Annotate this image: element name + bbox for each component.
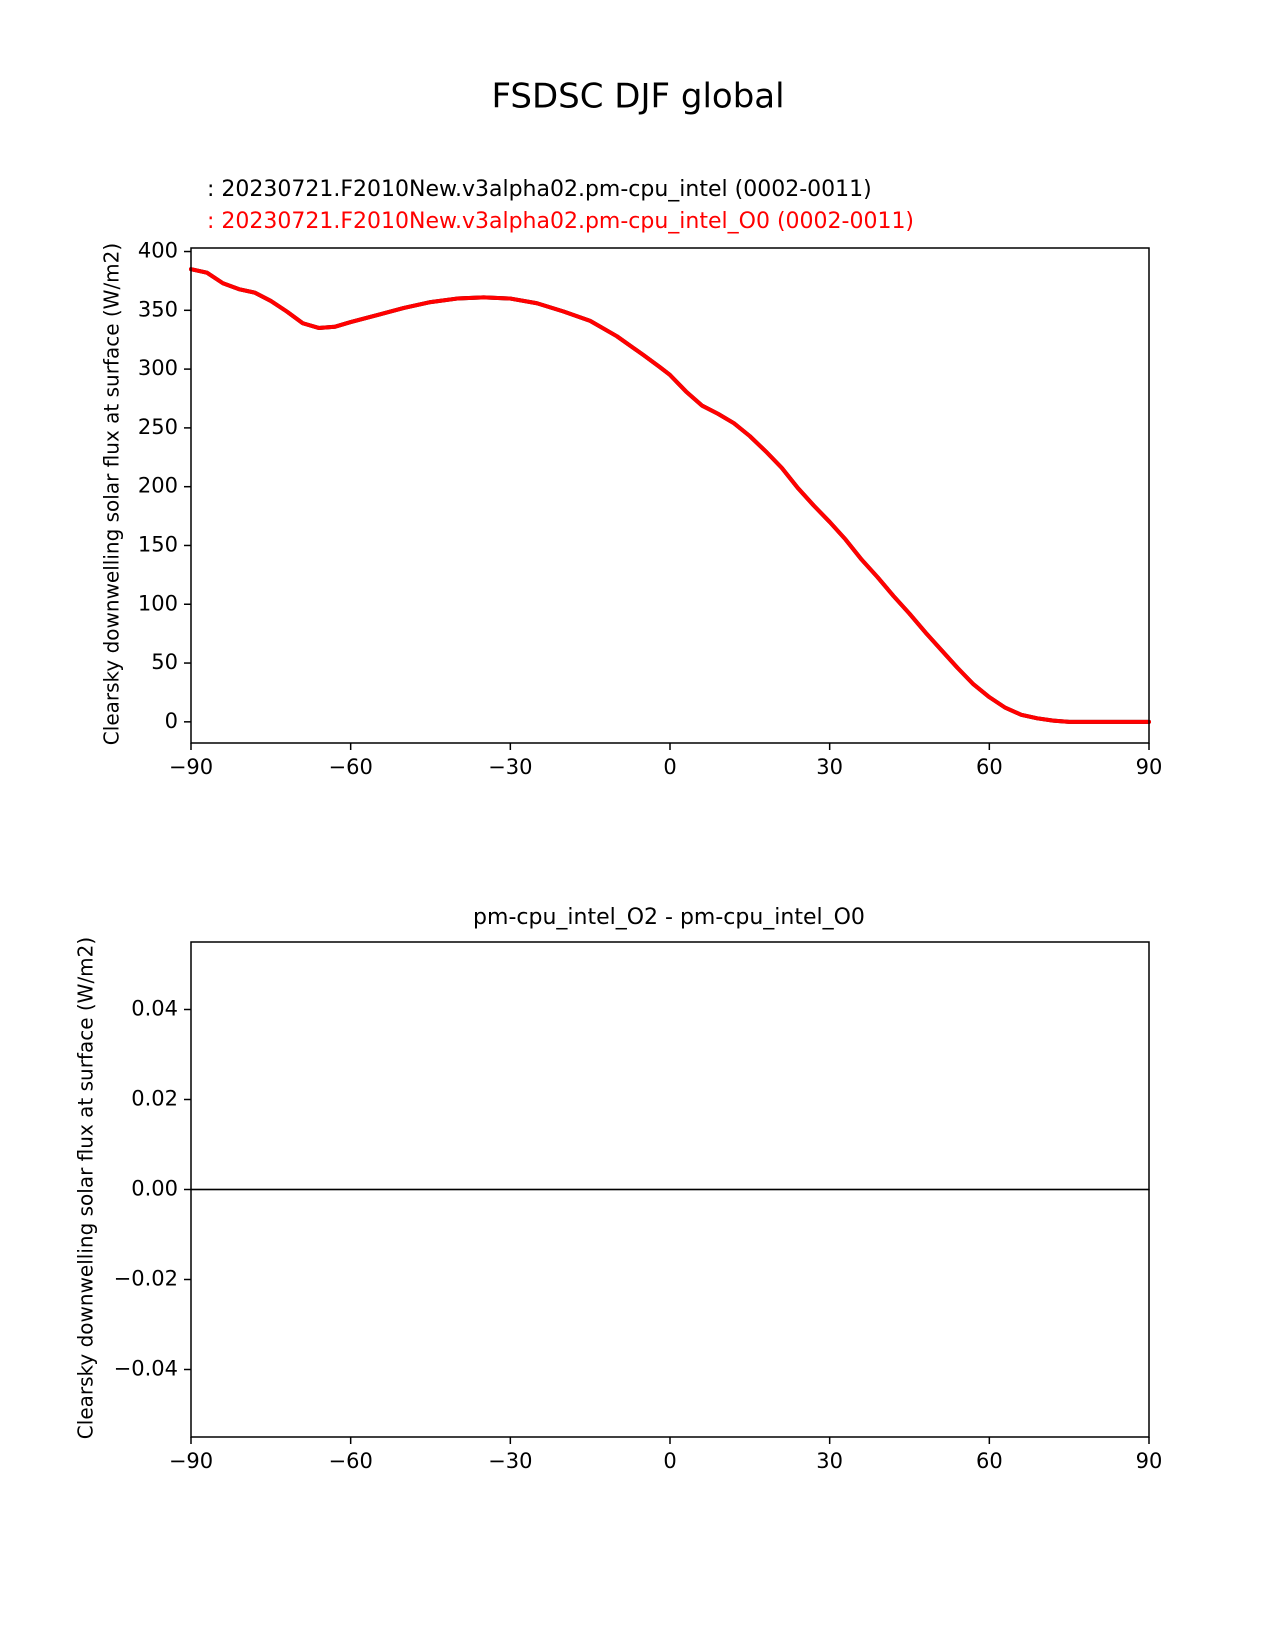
top-x-tick-label: 60: [976, 755, 1003, 779]
top-y-tick-label: 50: [151, 650, 178, 674]
bottom-x-tick-label: 90: [1136, 1449, 1163, 1473]
top-chart-y-axis-label: Clearsky downwelling solar flux at surfa…: [100, 243, 124, 745]
bottom-x-tick-label: 30: [816, 1449, 843, 1473]
top-y-tick-label: 150: [138, 532, 178, 556]
top-axes-frame: [190, 247, 1150, 744]
bottom-x-tick-label: 0: [663, 1449, 676, 1473]
top-x-tick-label: −60: [329, 755, 373, 779]
top-y-tick-label: 100: [138, 591, 178, 615]
bottom-y-tick-label: 0.04: [131, 997, 178, 1021]
top-x-tick-label: 90: [1136, 755, 1163, 779]
bottom-chart: pm-cpu_intel_O2 - pm-cpu_intel_O0 Clears…: [74, 905, 1163, 1473]
bottom-y-tick-label: 0.02: [131, 1087, 178, 1111]
top-plot-area: −90 −60 −30 0 30 60 90 0 50 100 150 200 250 300 350 400: [138, 239, 1162, 779]
bottom-y-tick-label: −0.02: [114, 1267, 178, 1291]
top-x-tick-label: −90: [169, 755, 213, 779]
top-chart-legend-line-2: : 20230721.F2010New.v3alpha02.pm-cpu_int…: [207, 209, 914, 234]
figure-title: FSDSC DJF global: [491, 77, 784, 117]
top-x-tick-label: −30: [488, 755, 532, 779]
top-chart: : 20230721.F2010New.v3alpha02.pm-cpu_int…: [100, 177, 1163, 779]
top-y-tick-label: 200: [138, 474, 178, 498]
top-series-line-1: [189, 267, 1151, 724]
bottom-plot-area: −90 −60 −30 0 30 60 90 −0.04 −0.02 0.00 0.02 0.04: [114, 941, 1163, 1473]
bottom-chart-title: pm-cpu_intel_O2 - pm-cpu_intel_O0: [473, 905, 865, 930]
top-y-tick-label: 0: [165, 709, 178, 733]
top-y-tick-label: 350: [138, 297, 178, 321]
top-y-tick-label: 250: [138, 415, 178, 439]
bottom-x-tick-label: −30: [488, 1449, 532, 1473]
top-y-tick-label: 400: [138, 239, 178, 263]
top-series-line-2: [189, 267, 1151, 724]
bottom-x-tick-label: −60: [329, 1449, 373, 1473]
bottom-chart-y-axis-label: Clearsky downwelling solar flux at surfa…: [74, 937, 98, 1439]
bottom-x-tick-label: −90: [169, 1449, 213, 1473]
bottom-y-tick-label: −0.04: [114, 1357, 178, 1381]
bottom-y-tick-label: 0.00: [131, 1177, 178, 1201]
top-y-tick-label: 300: [138, 356, 178, 380]
top-x-tick-label: 30: [816, 755, 843, 779]
top-x-tick-label: 0: [663, 755, 676, 779]
bottom-x-tick-label: 60: [976, 1449, 1003, 1473]
top-chart-legend-line-1: : 20230721.F2010New.v3alpha02.pm-cpu_int…: [207, 177, 872, 202]
